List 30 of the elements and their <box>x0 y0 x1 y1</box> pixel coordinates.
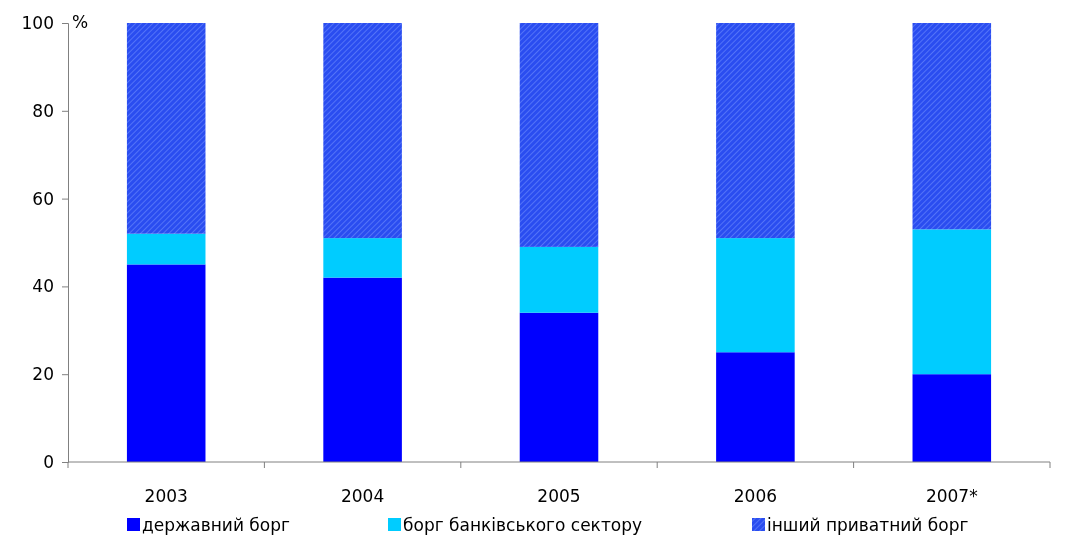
bar <box>519 246 599 313</box>
y-tick-label: 0 <box>43 451 54 472</box>
bar <box>912 23 992 230</box>
bar <box>126 233 206 265</box>
y-tick-label: 40 <box>32 276 54 297</box>
legend-label: борг банківського сектору <box>403 515 643 535</box>
bar <box>716 238 795 353</box>
bar <box>323 277 402 462</box>
legend-label: інший приватний борг <box>767 515 969 535</box>
x-tick-label: 2004 <box>340 486 385 506</box>
y-tick-label: 100 <box>21 12 54 33</box>
x-tick-label: 2007* <box>925 486 978 506</box>
y-axis-title: % <box>72 12 89 32</box>
x-tick-label: 2003 <box>144 486 188 506</box>
legend-label: державний борг <box>142 515 291 535</box>
y-tick-label: 80 <box>32 100 54 121</box>
bar <box>323 23 402 239</box>
bar <box>716 23 795 239</box>
bar <box>126 23 206 234</box>
x-tick-label: 2006 <box>733 486 778 506</box>
bar <box>519 23 599 247</box>
x-tick-label: 2005 <box>537 486 581 506</box>
bar <box>323 238 402 278</box>
y-tick-label: 20 <box>32 364 54 385</box>
bar <box>716 352 795 462</box>
bar <box>912 374 992 462</box>
bar <box>126 264 206 462</box>
bar <box>519 312 599 462</box>
bar <box>912 229 992 375</box>
y-tick-label: 60 <box>32 188 54 209</box>
